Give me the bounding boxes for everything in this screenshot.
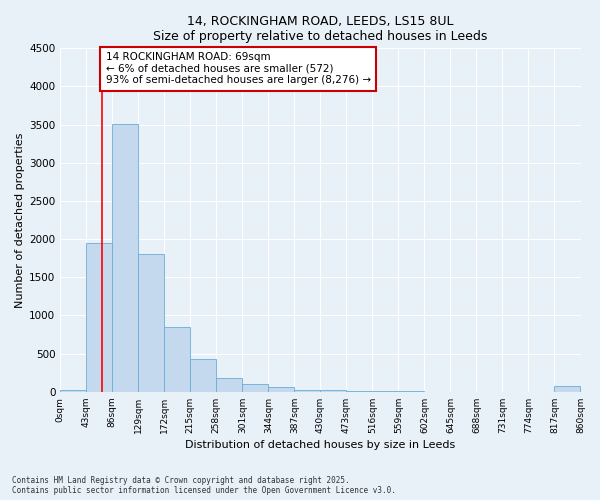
Bar xyxy=(295,390,320,392)
Bar xyxy=(139,254,164,392)
Title: 14, ROCKINGHAM ROAD, LEEDS, LS15 8UL
Size of property relative to detached house: 14, ROCKINGHAM ROAD, LEEDS, LS15 8UL Siz… xyxy=(153,15,488,43)
Bar xyxy=(268,387,295,392)
Bar xyxy=(217,378,242,392)
Bar xyxy=(346,391,373,392)
Bar xyxy=(373,391,398,392)
Y-axis label: Number of detached properties: Number of detached properties xyxy=(15,132,25,308)
Bar xyxy=(554,386,580,392)
Text: Contains HM Land Registry data © Crown copyright and database right 2025.
Contai: Contains HM Land Registry data © Crown c… xyxy=(12,476,396,495)
Bar xyxy=(60,390,86,392)
Bar xyxy=(86,243,112,392)
Bar xyxy=(190,359,217,392)
X-axis label: Distribution of detached houses by size in Leeds: Distribution of detached houses by size … xyxy=(185,440,455,450)
Text: 14 ROCKINGHAM ROAD: 69sqm
← 6% of detached houses are smaller (572)
93% of semi-: 14 ROCKINGHAM ROAD: 69sqm ← 6% of detach… xyxy=(106,52,371,86)
Bar xyxy=(164,327,190,392)
Bar xyxy=(320,390,346,392)
Bar xyxy=(242,384,268,392)
Bar xyxy=(112,124,139,392)
